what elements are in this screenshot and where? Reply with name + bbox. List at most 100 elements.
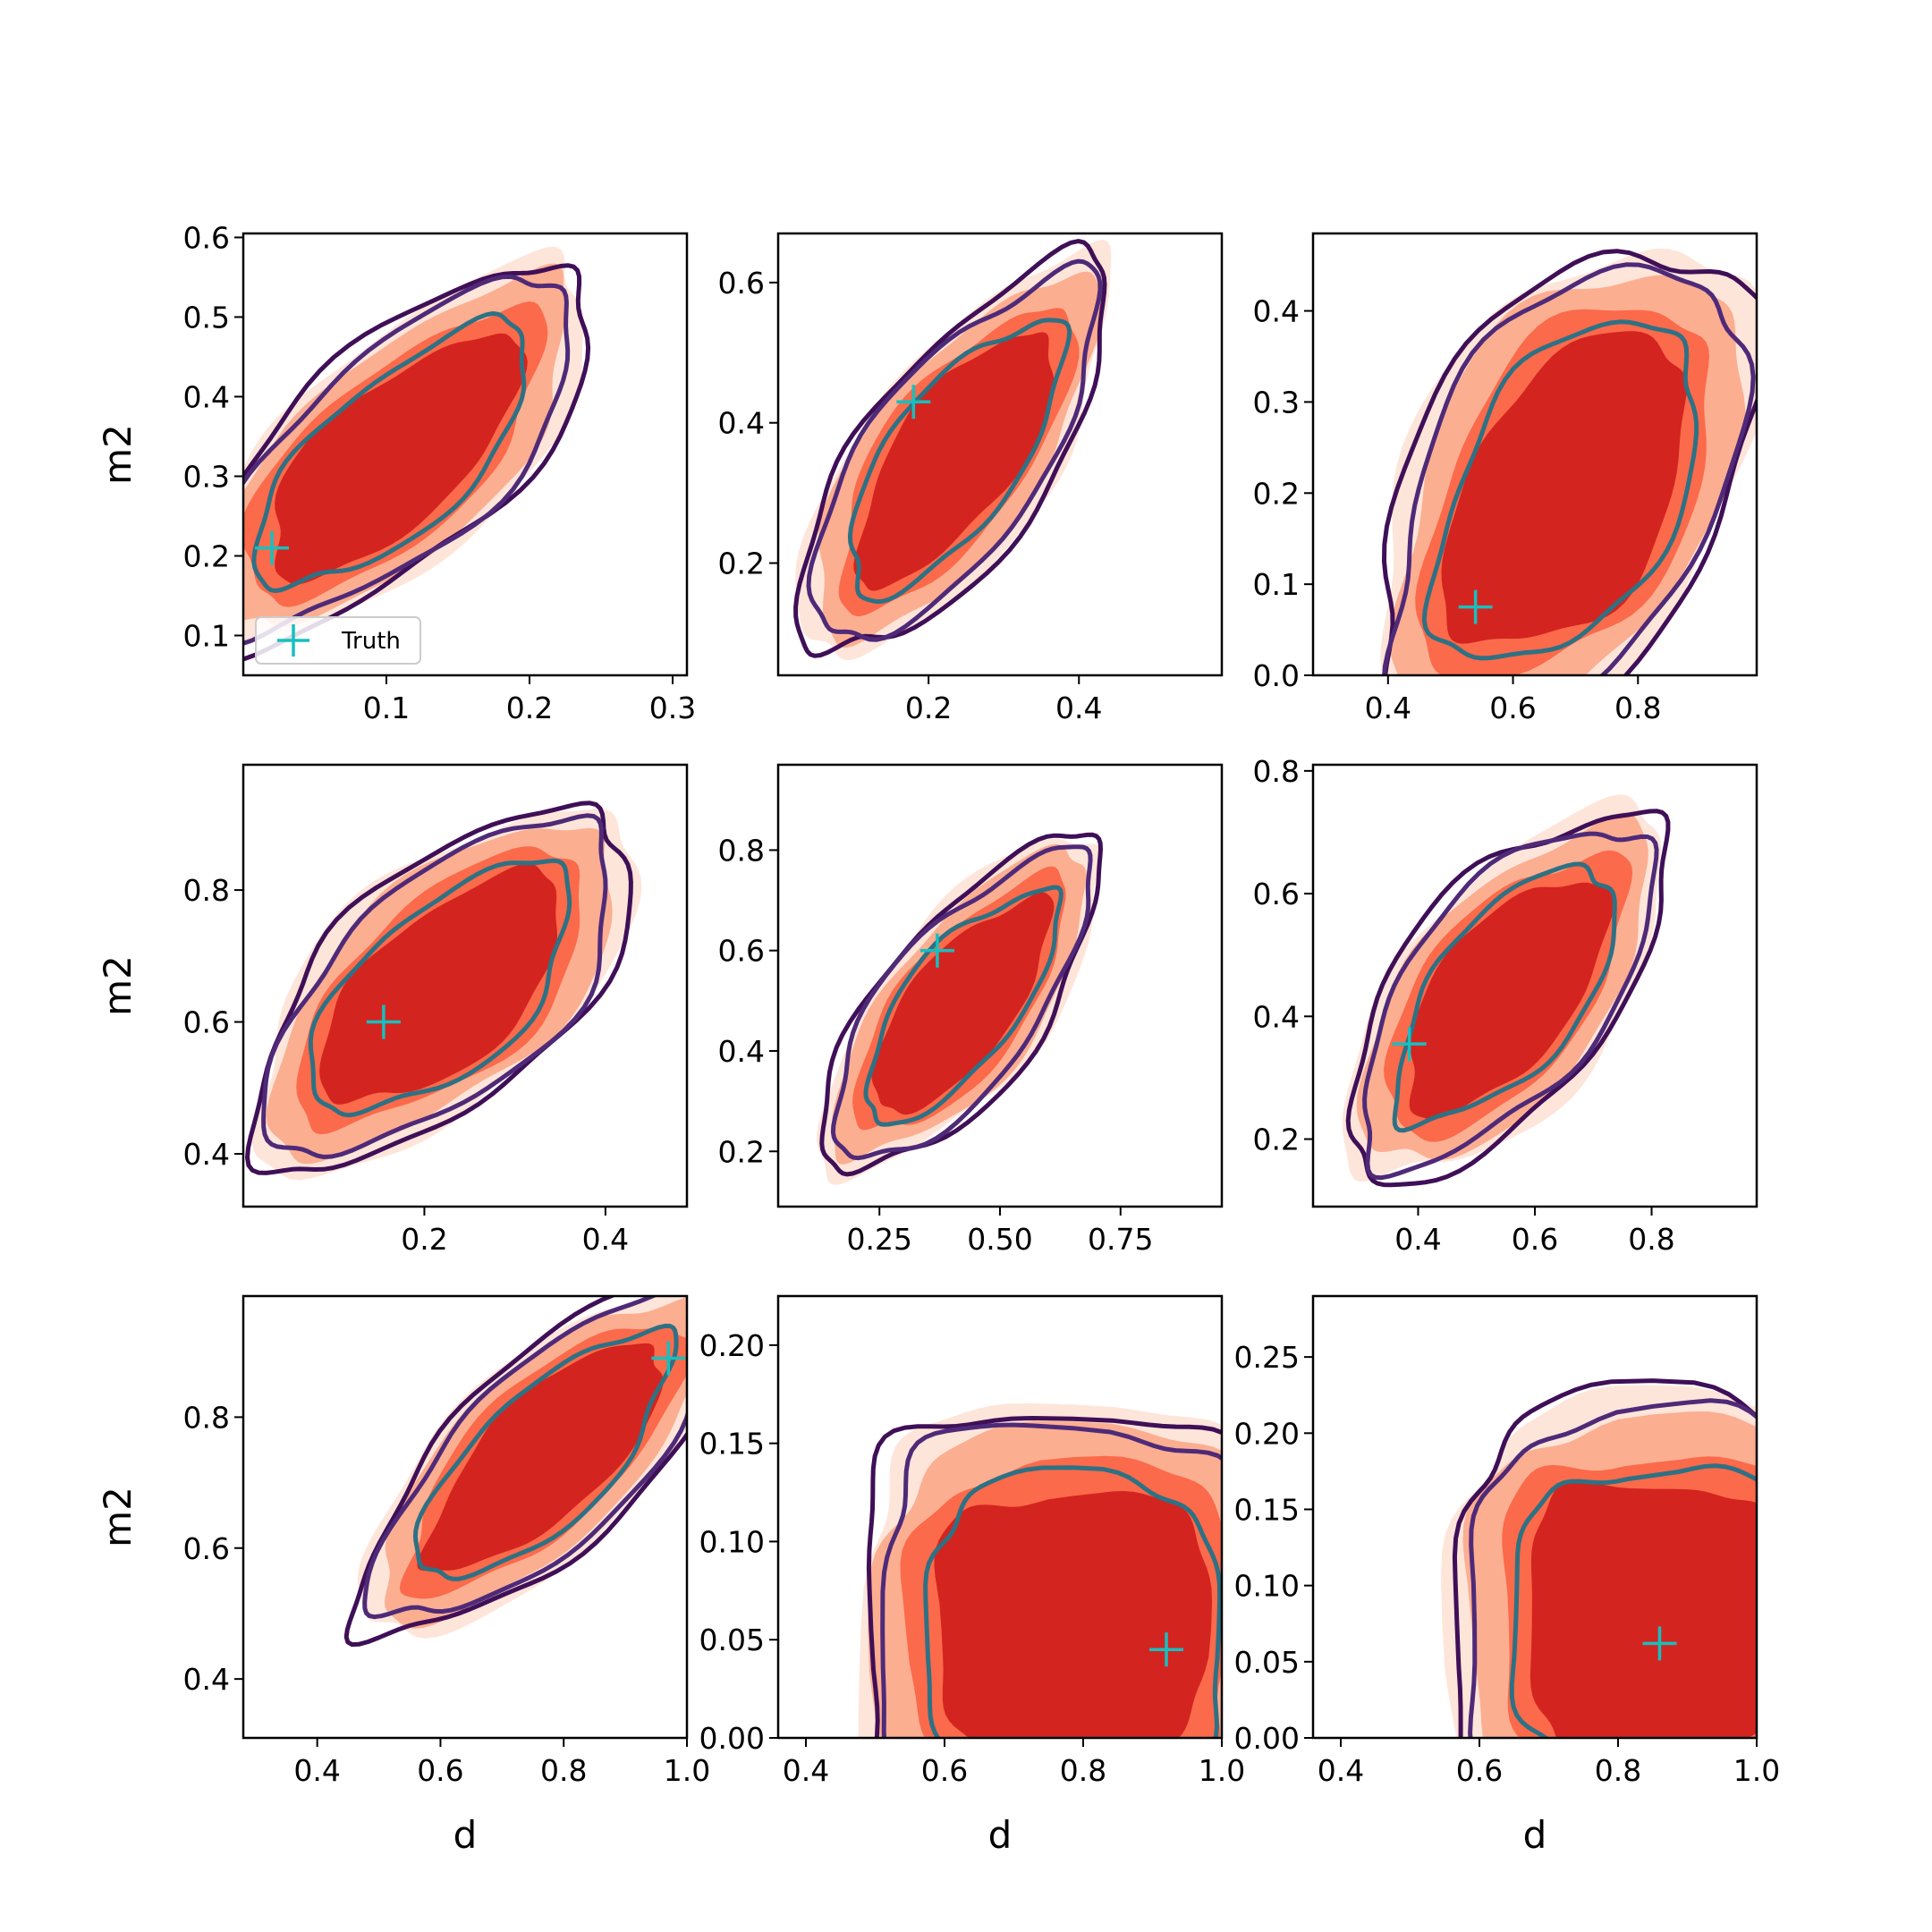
y-tick-label: 0.20: [1234, 1416, 1300, 1451]
y-tick-label: 0.05: [1234, 1645, 1300, 1680]
density-fill-level-4: [853, 332, 1055, 591]
truth-marker: [919, 933, 954, 968]
y-tick-label: 0.10: [699, 1524, 765, 1559]
contour-line-1: [245, 801, 633, 1175]
panel-4: 0.2 0.4 0.4 0.6 0.8 m2: [96, 763, 689, 1257]
y-tick-label: 0.4: [183, 1662, 230, 1697]
contour-line-2: [1382, 262, 1756, 675]
x-tick-label: 0.50: [967, 1222, 1032, 1257]
y-tick-label: 0.3: [1253, 385, 1300, 419]
legend-box: [255, 616, 421, 665]
truth-marker: [1642, 1626, 1677, 1661]
y-tick-label: 0.2: [183, 538, 230, 573]
y-tick-label: 0.4: [718, 406, 765, 441]
x-tick-label: 0.4: [1055, 691, 1102, 725]
x-tick-label: 0.6: [417, 1753, 463, 1788]
panel-6: 0.4 0.6 0.8 0.2 0.4 0.6 0.8: [1253, 754, 1758, 1257]
contour-line-1: [866, 1416, 1222, 1738]
density-fill-level-4: [1409, 882, 1615, 1120]
panel-5: 0.25 0.50 0.75 0.2 0.4 0.6 0.8: [718, 763, 1224, 1257]
x-tick-label: 1.0: [1199, 1753, 1245, 1788]
contour-line-2: [830, 844, 1093, 1161]
density-fill-level-4: [319, 863, 557, 1105]
plot-area: [245, 801, 642, 1181]
y-tick-label: 0.3: [183, 459, 230, 494]
y-tick-label: 0.20: [699, 1328, 765, 1363]
x-tick-label: 0.6: [1456, 1753, 1503, 1788]
y-tick-label: 0.00: [1234, 1721, 1300, 1756]
panel-9: 0.4 0.6 0.8 1.0 0.00 0.05 0.10 0.15 0.20 0.25 d: [1234, 1294, 1780, 1857]
x-tick-label: 0.25: [846, 1222, 911, 1257]
legend-label: Truth: [341, 628, 401, 655]
contour-line-2: [362, 1296, 687, 1620]
contour-line-3: [923, 1465, 1222, 1738]
y-tick-label: 0.4: [1253, 999, 1300, 1034]
density-fill-level-4: [1441, 331, 1688, 644]
truth-marker: [896, 385, 931, 419]
contour-line-1: [1382, 249, 1757, 675]
y-tick-label: 0.0: [1253, 658, 1300, 693]
y-tick-label: 0.2: [1253, 1123, 1300, 1157]
y-tick-label: 0.1: [1253, 567, 1300, 602]
y-tick-label: 0.8: [183, 1400, 230, 1435]
contour-line-3: [1421, 319, 1699, 661]
y-tick-label: 0.6: [183, 1531, 230, 1566]
plot-area: [858, 1402, 1222, 1738]
truth-marker: [366, 1004, 401, 1039]
axes-frame: [1311, 232, 1758, 677]
y-tick-label: 0.00: [699, 1721, 765, 1756]
y-tick-label: 0.15: [1234, 1492, 1300, 1527]
contour-line-3: [412, 1323, 679, 1581]
contour-line-2: [1362, 831, 1659, 1181]
contour-line-3: [1509, 1463, 1757, 1738]
contour-line-1: [1452, 1378, 1757, 1738]
x-tick-label: 0.4: [1365, 691, 1411, 725]
y-tick-label: 0.6: [718, 266, 765, 301]
y-tick-label: 0.4: [718, 1034, 765, 1069]
y-tick-label: 0.2: [718, 1134, 765, 1169]
y-tick-label: 0.6: [183, 1005, 230, 1040]
y-tick-label: 0.05: [699, 1623, 765, 1657]
contour-line-2: [243, 274, 571, 646]
y-axis-label: m2: [96, 955, 140, 1016]
y-tick-label: 0.2: [718, 547, 765, 581]
density-fill-level-4: [1530, 1479, 1757, 1738]
y-tick-label: 0.1: [183, 618, 230, 653]
x-tick-label: 0.8: [1614, 691, 1661, 725]
x-tick-label: 0.8: [540, 1753, 587, 1788]
density-fill-level-4: [417, 1343, 664, 1572]
x-tick-label: 0.8: [1628, 1222, 1674, 1257]
x-axis-label: d: [988, 1813, 1013, 1857]
x-tick-label: 0.3: [649, 691, 696, 725]
panel-7: 0.4 0.6 0.8 1.0 0.4 0.6 0.8 d m2: [96, 1294, 710, 1857]
contour-line-2: [806, 258, 1103, 642]
y-tick-label: 0.8: [718, 833, 765, 868]
x-tick-label: 0.2: [905, 691, 952, 725]
contour-line-1: [819, 832, 1103, 1177]
axes-frame: [242, 1294, 689, 1740]
plot-area: [1441, 1378, 1757, 1738]
x-axis-label: d: [1523, 1813, 1547, 1857]
truth-marker: [255, 530, 289, 565]
x-tick-label: 0.75: [1088, 1222, 1153, 1257]
contour-line-3: [847, 318, 1072, 605]
x-tick-label: 1.0: [1733, 1753, 1780, 1788]
x-axis-label: d: [453, 1813, 478, 1857]
y-tick-label: 0.4: [183, 379, 230, 414]
truth-marker: [651, 1341, 686, 1376]
truth-marker: [1149, 1632, 1183, 1667]
x-tick-label: 0.2: [506, 691, 553, 725]
plot-area: [1380, 249, 1757, 675]
y-tick-label: 0.5: [183, 300, 230, 335]
plot-area: [343, 1296, 687, 1648]
x-tick-label: 0.6: [1489, 691, 1536, 725]
x-tick-label: 0.4: [582, 1222, 629, 1257]
panel-1: 0.1 0.2 0.3 0.1 0.2 0.3 0.4 0.5 0.6 m2 Truth: [96, 220, 696, 725]
y-tick-label: 0.6: [183, 220, 230, 255]
contour-line-2: [1468, 1398, 1757, 1738]
x-tick-label: 0.4: [783, 1753, 829, 1788]
x-tick-label: 0.4: [1318, 1753, 1364, 1788]
plot-area: [793, 239, 1112, 661]
plot-area: [817, 832, 1103, 1185]
contour-line-1: [343, 1296, 687, 1648]
